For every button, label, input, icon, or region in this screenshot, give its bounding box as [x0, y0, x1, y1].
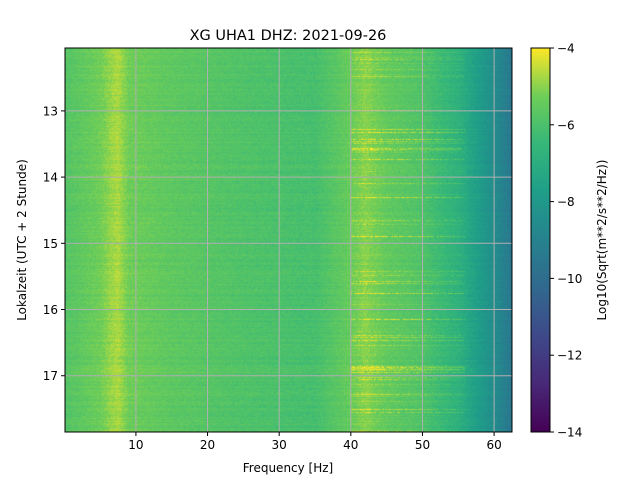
y-tick-label: 13: [43, 104, 58, 118]
y-tick-label: 17: [43, 369, 58, 383]
x-axis-label: Frequency [Hz]: [243, 461, 334, 475]
x-tick-label: 40: [343, 438, 358, 452]
y-tick-label: 14: [43, 171, 58, 185]
colorbar-gradient: [531, 48, 550, 432]
x-tick-label: 20: [200, 438, 215, 452]
colorbar: −4 −6 −8 −10 −12 −14 Log10(Sqrt(m**2/s**2/Hz)…: [530, 42, 609, 440]
colorbar-tick-label: −4: [557, 42, 575, 56]
colorbar-ticks: −4 −6 −8 −10 −12 −14: [550, 42, 582, 440]
colorbar-tick-label: −12: [557, 349, 582, 363]
colorbar-tick-label: −8: [557, 195, 575, 209]
x-tick-label: 50: [415, 438, 430, 452]
x-tick-label: 10: [128, 438, 143, 452]
x-tick-label: 60: [486, 438, 501, 452]
colorbar-frame: [530, 47, 551, 433]
y-tick-label: 16: [43, 303, 58, 317]
spectrogram-image: [65, 48, 512, 432]
plot-frame: [64, 47, 513, 433]
y-axis-label: Lokalzeit (UTC + 2 Stunde): [15, 159, 29, 321]
x-tick-label: 30: [272, 438, 287, 452]
y-tick-label: 15: [43, 237, 58, 251]
chart-title: XG UHA1 DHZ: 2021-09-26: [190, 28, 387, 44]
x-axis: 10 20 30 40 50 60: [128, 432, 502, 452]
colorbar-tick-label: −6: [557, 118, 575, 132]
grid-lines-y: [65, 110, 512, 377]
colorbar-label: Log10(Sqrt(m**2/s**2/Hz)): [595, 160, 609, 321]
grid-lines-x: [135, 48, 495, 432]
y-axis: 13 14 15 16 17: [43, 104, 65, 383]
plot-area: [64, 47, 513, 433]
colorbar-tick-label: −14: [557, 426, 582, 440]
colorbar-tick-label: −10: [557, 272, 582, 286]
